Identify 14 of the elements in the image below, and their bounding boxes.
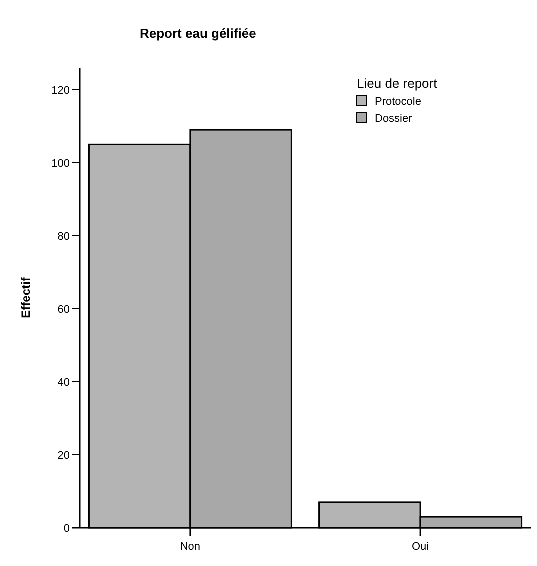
y-tick-label: 80: [58, 230, 70, 243]
y-axis-title: Effectif: [19, 276, 33, 318]
chart-title: Report eau gélifiée: [140, 26, 256, 41]
y-tick-label: 100: [52, 158, 70, 170]
legend-label: Dossier: [375, 113, 413, 125]
y-tick-label: 0: [64, 522, 70, 535]
x-tick-label: Non: [180, 541, 201, 553]
y-tick-label: 20: [58, 450, 70, 462]
legend-label: Protocole: [375, 96, 422, 108]
y-tick-label: 120: [52, 84, 70, 97]
legend-title: Lieu de report: [357, 76, 438, 91]
y-tick-label: 40: [58, 376, 70, 389]
x-tick-label: Oui: [412, 541, 430, 553]
y-tick-label: 60: [58, 304, 70, 316]
